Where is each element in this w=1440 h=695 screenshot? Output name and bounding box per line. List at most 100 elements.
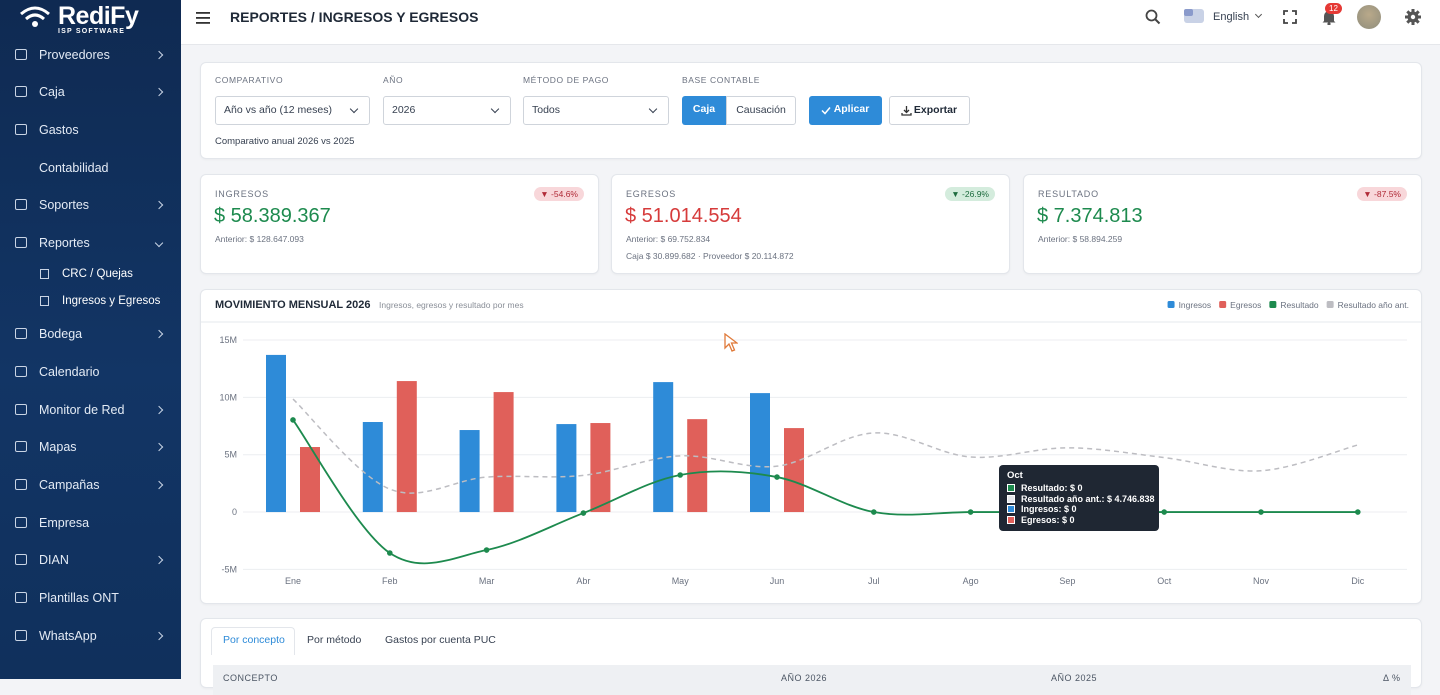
download-icon: [901, 106, 912, 116]
comparativo-select[interactable]: Año vs año (12 meses): [215, 96, 370, 125]
point: [871, 509, 877, 515]
menu-icon: [15, 328, 27, 339]
menu-icon: [15, 554, 27, 565]
bar: [750, 393, 770, 513]
menu-item[interactable]: Calendario: [39, 365, 100, 379]
legend-label: Ingresos: [1179, 300, 1212, 310]
menu-icon: [15, 237, 27, 248]
filter-label: AÑO: [383, 75, 404, 85]
kpi-badge: ▼ -87.5%: [1357, 187, 1407, 201]
legend-swatch: [1269, 301, 1277, 308]
avatar[interactable]: [1357, 5, 1381, 29]
language-selector[interactable]: English: [1213, 11, 1250, 23]
menu-item[interactable]: Plantillas ONT: [39, 591, 119, 605]
y-tick-label: 10M: [219, 392, 237, 402]
sidebar: RediFy ISP SOFTWARE Proveedores Caja Gasto…: [0, 0, 181, 679]
y-tick-label: -5M: [222, 564, 238, 574]
chart: MOVIMIENTO MENSUAL 2026 Ingresos, egreso…: [201, 299, 1421, 586]
menu-item[interactable]: Soportes: [39, 198, 90, 212]
y-tick-label: 15M: [219, 335, 237, 345]
export-button[interactable]: Exportar: [889, 96, 970, 125]
menu-icon: [15, 630, 27, 641]
menu-icon: [15, 404, 27, 415]
tooltip-swatch: [1007, 484, 1015, 492]
kpi-badge: ▼ -54.6%: [534, 187, 584, 201]
menu-item[interactable]: Mapas: [39, 440, 77, 454]
notification-badge: 12: [1325, 3, 1342, 14]
menu-item[interactable]: Reportes: [39, 236, 90, 250]
detail-card: Por concepto Por método Gastos por cuenta …: [200, 618, 1422, 695]
menu-chevron: [154, 238, 164, 248]
menu-icon: [15, 124, 27, 135]
bar: [556, 424, 577, 513]
dashed-line: [292, 398, 1358, 494]
submenu-item[interactable]: Ingresos y Egresos: [62, 295, 161, 307]
apply-button[interactable]: Aplicar: [809, 96, 882, 125]
tooltip-item: Resultado: $ 0: [1021, 483, 1083, 493]
x-tick-label: Ago: [963, 576, 979, 586]
kpi-value: $ 58.389.367: [214, 205, 331, 227]
settings-icon[interactable]: [1405, 9, 1421, 25]
search-icon[interactable]: [1145, 9, 1161, 25]
x-tick-label: Oct: [1157, 576, 1172, 586]
menu-item[interactable]: Caja: [39, 85, 65, 99]
menu-icon: [15, 366, 27, 377]
legend-label: Resultado: [1280, 300, 1319, 310]
x-tick-label: Jul: [868, 576, 880, 586]
table-header-cell: AÑO 2026: [781, 673, 828, 683]
bar: [590, 423, 611, 513]
tab[interactable]: Por concepto: [223, 634, 285, 646]
bar: [784, 428, 804, 513]
bar: [459, 430, 480, 513]
menu-item[interactable]: Campañas: [39, 478, 100, 492]
base-causacion-button[interactable]: Causación: [726, 96, 796, 125]
menu-chevron: [154, 631, 164, 641]
kpi-value: $ 51.014.554: [625, 205, 742, 227]
menu-item[interactable]: Bodega: [39, 327, 83, 341]
base-caja-button[interactable]: Caja: [682, 96, 726, 125]
kpi-card: RESULTADO ▼ -87.5% $ 7.374.813 Anterior: $ …: [1023, 174, 1422, 274]
menu-item[interactable]: Monitor de Red: [39, 403, 125, 417]
menu-item[interactable]: Contabilidad: [39, 161, 109, 175]
menu-toggle[interactable]: [196, 11, 212, 25]
tooltip-swatch: [1007, 516, 1015, 525]
anio-select[interactable]: 2026: [383, 96, 511, 125]
menu-item[interactable]: WhatsApp: [39, 629, 97, 643]
menu-chevron: [154, 87, 164, 97]
fullscreen-icon[interactable]: [1283, 10, 1297, 24]
menu-icon: [15, 517, 27, 528]
legend-label: Resultado año ant.: [1338, 300, 1409, 310]
point: [967, 509, 974, 515]
active-tab-bg: [211, 627, 295, 655]
table-header-cell: AÑO 2025: [1051, 673, 1098, 683]
menu-item[interactable]: Gastos: [39, 123, 79, 137]
tooltip-swatch: [1007, 505, 1015, 514]
table-header-cell: Δ %: [1383, 673, 1401, 683]
submenu-item[interactable]: CRC / Quejas: [62, 268, 133, 280]
point: [387, 550, 393, 556]
brand: RediFy: [58, 2, 139, 30]
tooltip-item: Resultado año ant.: $ 4.746.838: [1021, 493, 1155, 504]
chart-card: MOVIMIENTO MENSUAL 2026 Ingresos, egreso…: [200, 289, 1422, 604]
flag-icon: [1184, 9, 1204, 23]
point: [1258, 509, 1264, 515]
metodo-select[interactable]: Todos: [523, 96, 669, 125]
logo-icon: [20, 6, 50, 27]
check-icon: [821, 107, 831, 115]
point: [1355, 509, 1361, 515]
x-tick-label: Dic: [1351, 576, 1364, 586]
x-tick-label: Sep: [1059, 576, 1075, 586]
menu-item[interactable]: Proveedores: [39, 48, 110, 62]
menu-item[interactable]: Empresa: [39, 516, 90, 530]
bar: [687, 419, 708, 513]
menu-icon: [15, 441, 27, 452]
x-tick-label: Ene: [285, 576, 301, 586]
tab[interactable]: Gastos por cuenta PUC: [385, 634, 496, 646]
kpi-label: INGRESOS: [215, 189, 269, 199]
point: [483, 547, 490, 553]
menu-item[interactable]: DIAN: [39, 553, 69, 567]
tab[interactable]: Por método: [307, 634, 362, 646]
kpi-previous: Anterior: $ 128.647.093: [215, 234, 304, 244]
legend-label: Egresos: [1230, 300, 1261, 310]
menu-icon: [15, 86, 27, 97]
